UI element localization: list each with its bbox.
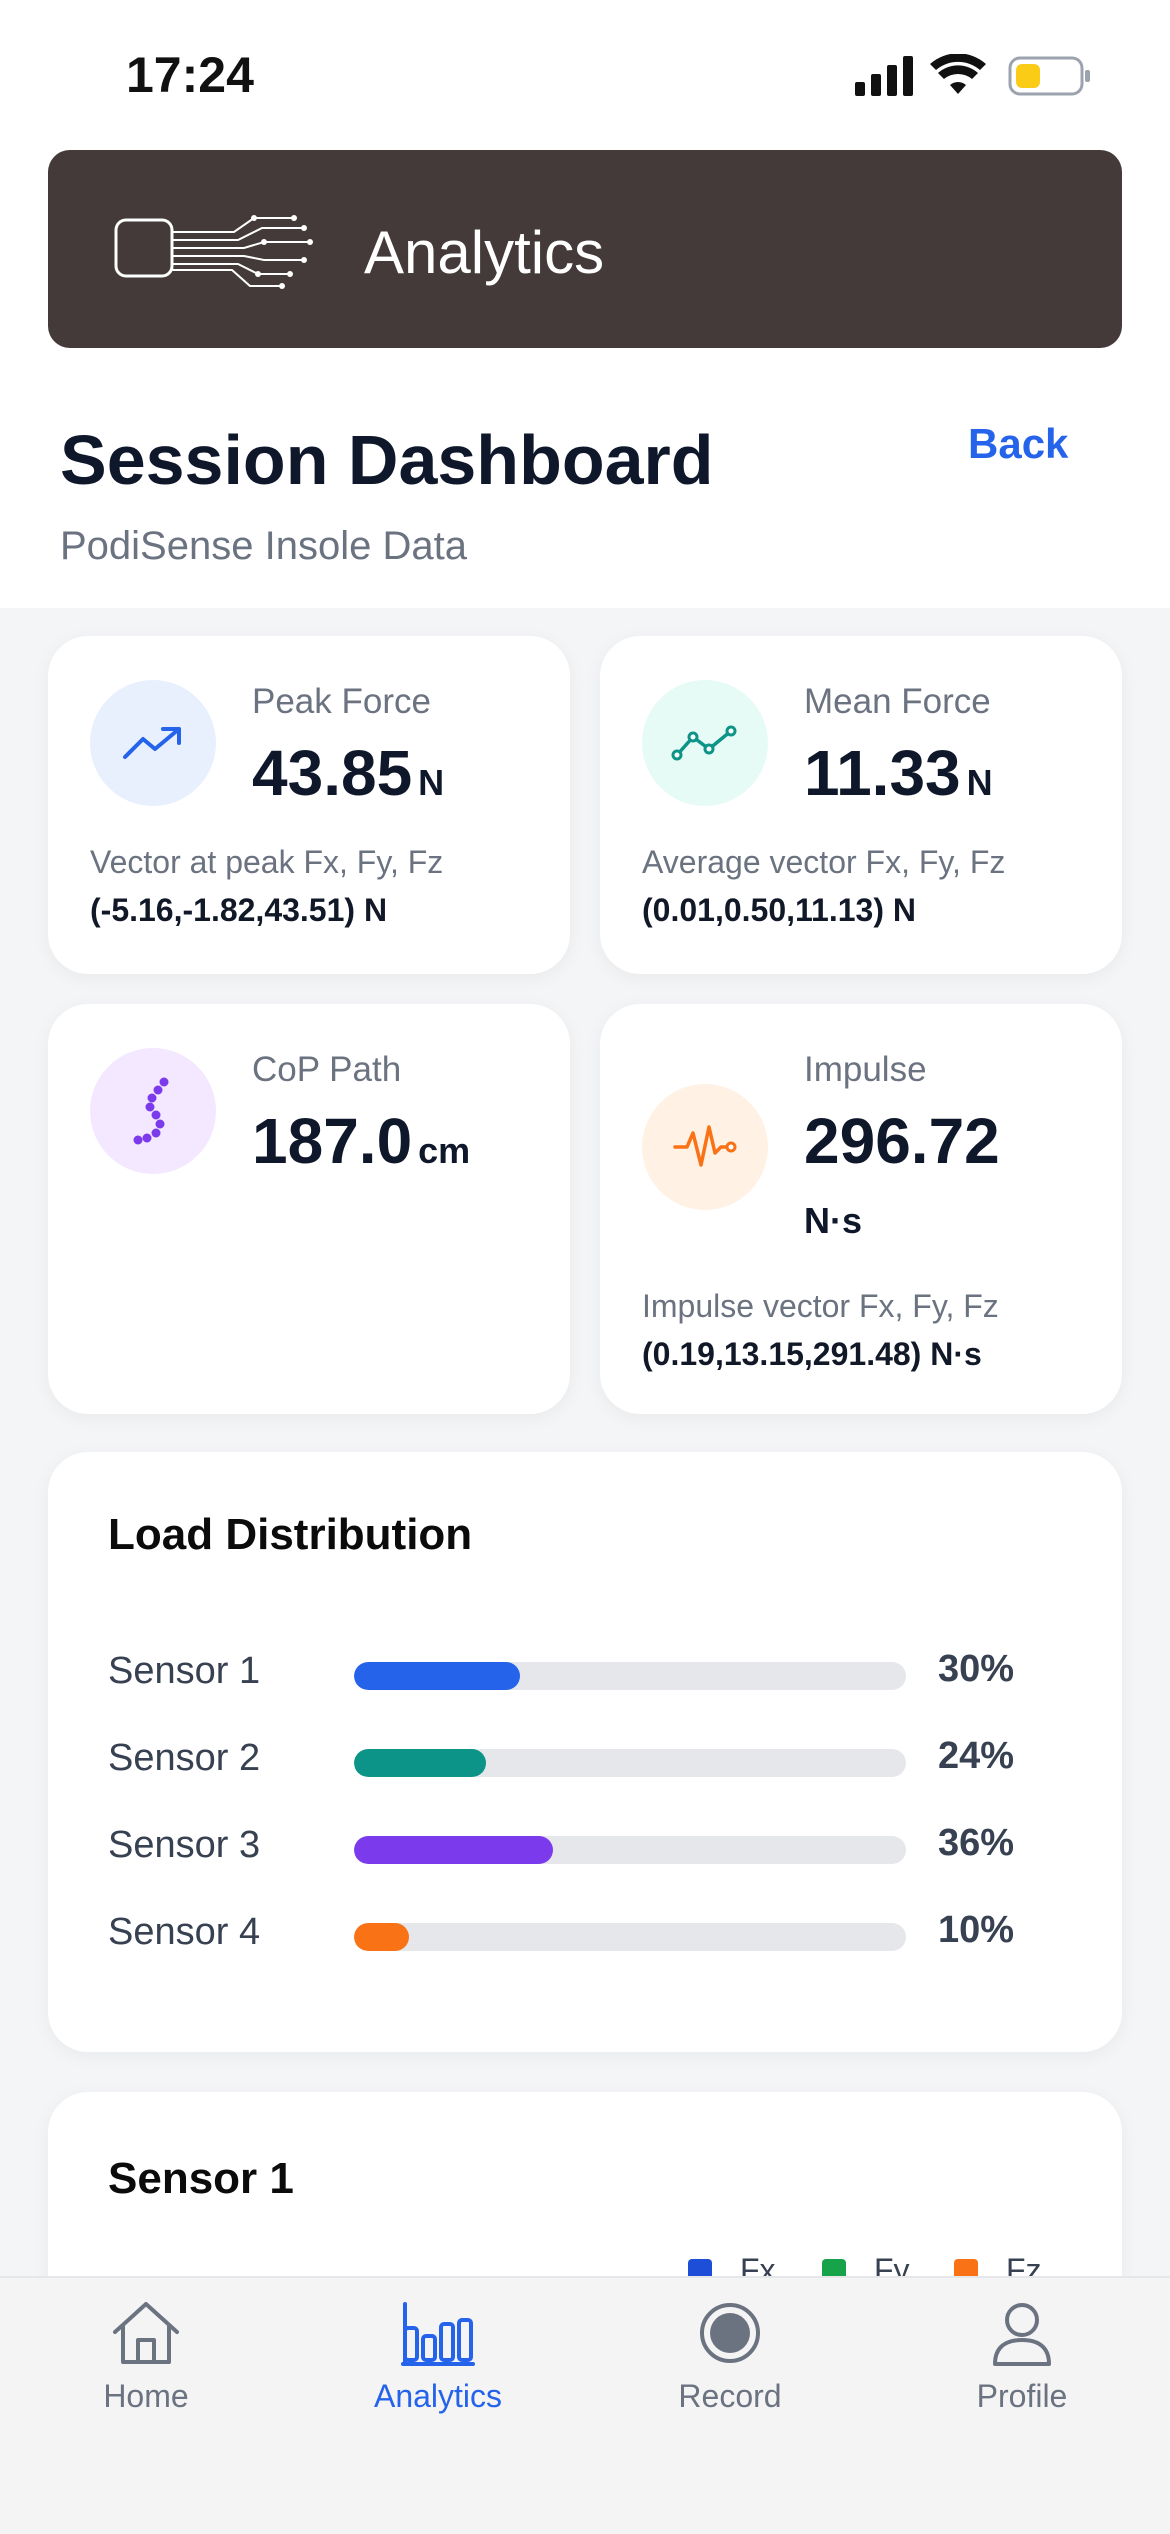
app-header: Analytics xyxy=(48,150,1122,348)
impulse-card: Impulse 296.72 N·s Impulse vector Fx, Fy… xyxy=(600,1004,1122,1414)
impulse-number: 296.72 xyxy=(804,1105,1000,1177)
load-sensor-name: Sensor 2 xyxy=(108,1737,261,1779)
battery-icon xyxy=(1008,56,1090,96)
load-sensor-percent: 10% xyxy=(938,1909,1015,1951)
tab-record-label: Record xyxy=(678,2378,782,2414)
mean-force-label: Mean Force xyxy=(804,682,991,721)
impulse-unit: N·s xyxy=(804,1200,863,1241)
peak-force-value: 43.85 N xyxy=(252,736,444,810)
sensor-chart-title: Sensor 1 xyxy=(108,2154,294,2203)
pulse-icon xyxy=(673,1125,737,1167)
tab-profile-label: Profile xyxy=(976,2378,1068,2414)
trending-up-icon xyxy=(123,727,181,759)
load-bar-fill xyxy=(354,1923,410,1951)
cop-path-label: CoP Path xyxy=(252,1050,402,1089)
tab-record[interactable]: Record xyxy=(584,2278,876,2458)
peak-force-card: Peak Force 43.85 N Vector at peak Fx, Fy,… xyxy=(48,636,570,974)
tab-analytics[interactable]: Analytics xyxy=(292,2278,584,2458)
impulse-icon-circle xyxy=(642,1084,768,1210)
circuit-logo-icon xyxy=(114,215,313,289)
header-title: Analytics xyxy=(364,219,605,286)
mean-force-vector-label: Average vector Fx, Fy, Fz xyxy=(642,844,1006,880)
mean-force-unit: N xyxy=(966,762,993,803)
cellular-signal-icon xyxy=(855,56,913,96)
mean-force-vector-value: (0.01,0.50,11.13) N xyxy=(642,892,916,928)
load-sensor-percent: 36% xyxy=(938,1822,1015,1864)
profile-icon xyxy=(993,2303,1051,2366)
load-bar-track xyxy=(354,1662,906,1690)
mean-force-icon-circle xyxy=(642,680,768,806)
status-bar: 17:24 xyxy=(0,0,1170,150)
bottom-tab-bar: Home Analytics Record xyxy=(0,2276,1170,2534)
cop-path-icon-circle xyxy=(90,1048,216,1174)
cop-path-card: CoP Path 187.0 cm xyxy=(48,1004,570,1414)
home-icon xyxy=(113,2302,179,2364)
status-time: 17:24 xyxy=(126,47,254,103)
load-bar-track xyxy=(354,1923,906,1951)
cop-path-value: 187.0 cm xyxy=(252,1104,470,1178)
page-title: Session Dashboard xyxy=(60,421,714,499)
load-bar-fill xyxy=(354,1662,520,1690)
load-row: Sensor 4 10% xyxy=(108,1903,1068,1963)
peak-force-number: 43.85 xyxy=(252,737,413,809)
mean-force-number: 11.33 xyxy=(804,737,961,809)
tab-analytics-label: Analytics xyxy=(373,2378,503,2414)
impulse-label: Impulse xyxy=(804,1050,927,1089)
load-sensor-percent: 30% xyxy=(938,1648,1015,1690)
tab-profile[interactable]: Profile xyxy=(876,2278,1168,2458)
tab-home-label: Home xyxy=(103,2378,189,2414)
back-button[interactable]: Back xyxy=(968,420,1069,467)
record-icon xyxy=(700,2303,760,2363)
peak-force-vector-label: Vector at peak Fx, Fy, Fz xyxy=(90,844,444,880)
load-sensor-name: Sensor 1 xyxy=(108,1650,261,1692)
load-row: Sensor 3 36% xyxy=(108,1816,1068,1876)
mean-force-value: 11.33 N xyxy=(804,736,993,810)
peak-force-vector-value: (-5.16,-1.82,43.51) N xyxy=(90,892,388,928)
page-subtitle: PodiSense Insole Data xyxy=(60,524,467,568)
peak-force-unit: N xyxy=(418,762,445,803)
load-distribution-title: Load Distribution xyxy=(108,1510,473,1559)
tab-home[interactable]: Home xyxy=(0,2278,292,2458)
load-sensor-name: Sensor 3 xyxy=(108,1824,261,1866)
impulse-vector-label: Impulse vector Fx, Fy, Fz xyxy=(642,1288,999,1324)
impulse-vector-value: (0.19,13.15,291.48) N·s xyxy=(642,1336,982,1372)
load-row: Sensor 2 24% xyxy=(108,1729,1068,1789)
load-bar-track xyxy=(354,1836,906,1864)
load-bar-fill xyxy=(354,1836,553,1864)
load-bar-track xyxy=(354,1749,906,1777)
bar-chart-icon xyxy=(401,2302,475,2366)
title-area xyxy=(0,348,1170,608)
load-distribution-card: Load Distribution Sensor 1 30% Sensor 2 … xyxy=(48,1452,1122,2052)
load-row: Sensor 1 30% xyxy=(108,1642,1068,1702)
wifi-icon xyxy=(930,54,986,94)
load-sensor-name: Sensor 4 xyxy=(108,1911,261,1953)
mean-force-card: Mean Force 11.33 N Average vector Fx, Fy,… xyxy=(600,636,1122,974)
cop-path-number: 187.0 xyxy=(252,1105,413,1177)
cop-path-unit: cm xyxy=(418,1130,471,1171)
path-dots-icon xyxy=(133,1077,169,1145)
load-sensor-percent: 24% xyxy=(938,1735,1015,1777)
line-chart-icon xyxy=(671,725,737,761)
load-bar-fill xyxy=(354,1749,487,1777)
peak-force-icon-circle xyxy=(90,680,216,806)
peak-force-label: Peak Force xyxy=(252,682,431,721)
